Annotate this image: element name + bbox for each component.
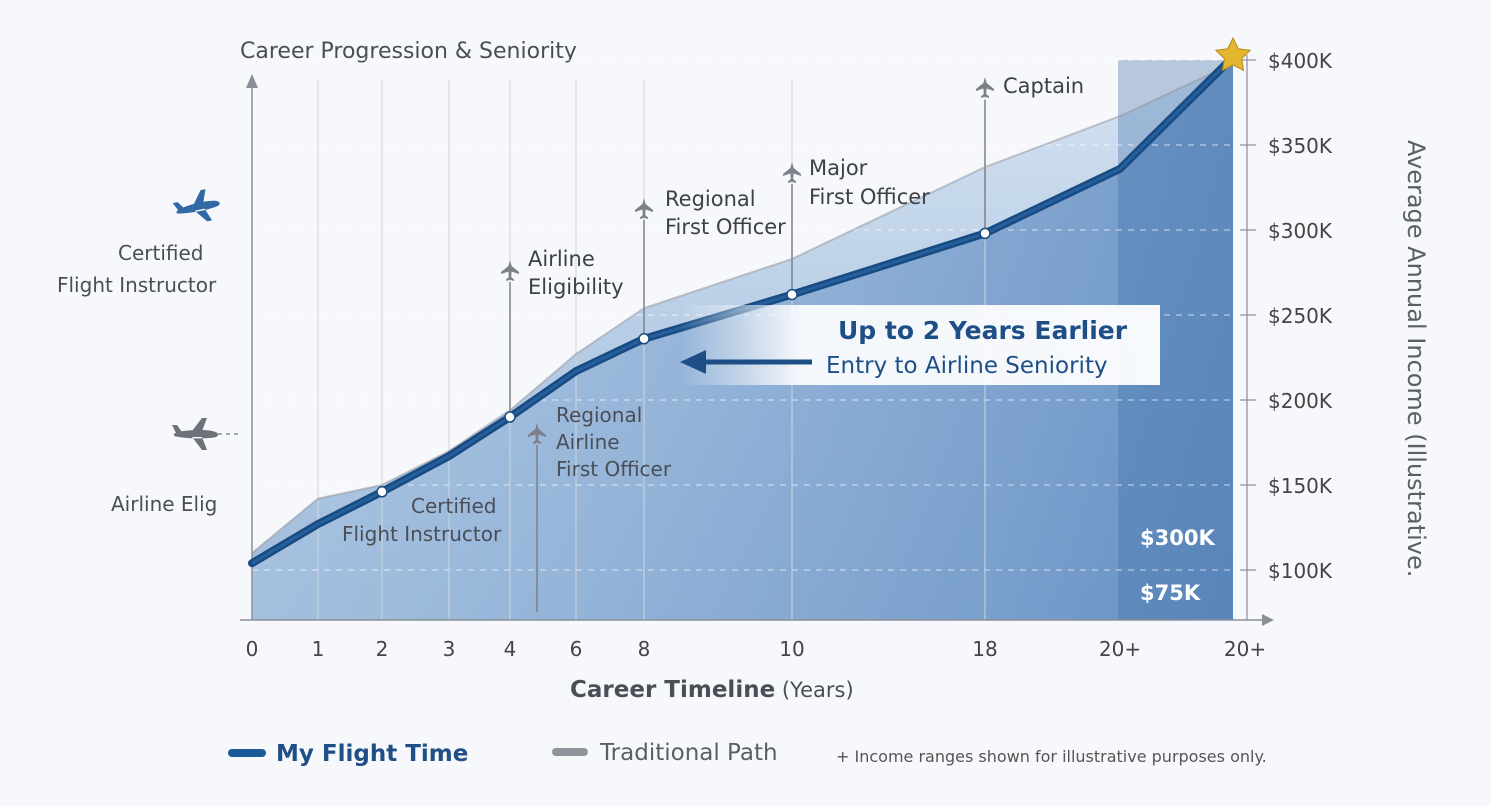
annotation-line-2: Entry to Airline Seniority [826, 353, 1108, 379]
band-label-75k: $75K [1140, 581, 1201, 605]
x-axis-arrow [1262, 614, 1274, 626]
traditional-path-line [251, 70, 1216, 554]
y-tick-label: $350K [1268, 134, 1333, 158]
milestone-label: Regional [556, 403, 642, 427]
milestone-label: First Officer [556, 457, 672, 481]
legend-label-traditional-path: Traditional Path [599, 740, 778, 766]
milestone-point [638, 333, 650, 345]
annotation-line-1: Up to 2 Years Earlier [838, 316, 1128, 345]
x-tick-label: 6 [570, 637, 583, 661]
plane-icon [635, 198, 653, 219]
milestone-label: Captain [1003, 74, 1084, 98]
milestone-label: Major [809, 156, 868, 180]
y-tick-label: $150K [1268, 474, 1333, 498]
milestone-label: Airline [528, 247, 595, 271]
legend: My Flight Time Traditional Path + Income… [228, 740, 1267, 767]
milestone-point [786, 288, 798, 301]
y-tick-label: $100K [1268, 559, 1333, 583]
milestone-label: Certified [411, 494, 497, 518]
earlier-entry-annotation: Up to 2 Years Earlier Entry to Airline S… [680, 305, 1160, 385]
milestone-label: Regional [665, 187, 756, 211]
milestone-regional-first-officer: Regional First Officer [635, 187, 786, 239]
legend-note: + Income ranges shown for illustrative p… [836, 747, 1267, 766]
milestone-point [979, 227, 991, 240]
plane-icon [976, 77, 994, 98]
y-tick-label: $400K [1268, 49, 1333, 73]
y-tick-label: $300K [1268, 219, 1333, 243]
plane-icon [501, 260, 519, 281]
milestone-label: Eligibility [528, 275, 624, 299]
milestone-point [504, 411, 516, 423]
y-tick-label: $250K [1268, 304, 1333, 328]
x-tick-label: 20+ [1099, 637, 1141, 661]
left-plane-gray-icon [172, 418, 219, 450]
milestone-captain: Captain [976, 74, 1084, 98]
x-tick-label: 0 [246, 637, 259, 661]
milestone-airline-eligibility: Airline Eligibility [501, 247, 624, 299]
x-tick-label: 3 [443, 637, 456, 661]
x-tick-label: 4 [504, 637, 517, 661]
x-axis-label: Career Timeline (Years) [570, 677, 854, 703]
x-tick-label: 1 [312, 637, 325, 661]
my-flight-time-line-highlight [251, 60, 1230, 565]
left-plane-blue-icon [171, 186, 223, 228]
series-lines [248, 58, 1232, 568]
annotation-arrow-head [680, 350, 706, 374]
series-points [376, 227, 991, 498]
left-label-airline-elig: Airline Elig [111, 492, 217, 516]
x-tick-label: 8 [638, 637, 651, 661]
left-label-cfi-line2: Flight Instructor [57, 273, 217, 297]
band-label-300k: $300K [1140, 526, 1215, 550]
milestone-major-first-officer: Major First Officer [783, 156, 930, 209]
x-tick-label: 10 [779, 637, 804, 661]
milestone-label: Airline [556, 430, 620, 454]
y-axis-label: Average Annual Income (Illustrative. [1402, 140, 1430, 577]
milestone-regional-airline-first-officer: Regional Airline First Officer [528, 403, 672, 481]
plane-icon [783, 162, 801, 183]
milestone-label: Flight Instructor [342, 522, 502, 546]
milestone-certified-flight-instructor: Certified Flight Instructor [342, 494, 502, 546]
left-label-cfi-line1: Certified [118, 241, 204, 265]
star-icon [1214, 36, 1252, 72]
x-tick-labels: 0 1 2 3 4 6 8 10 18 20+ 20+ [246, 637, 1266, 661]
x-tick-label: 2 [376, 637, 389, 661]
y-axis-arrow [246, 74, 258, 88]
annotation-backdrop [680, 305, 1160, 385]
y-tick-labels: $100K $150K $200K $250K $300K $350K $400K [1240, 49, 1333, 583]
milestone-label: First Officer [665, 215, 786, 239]
milestone-point [376, 486, 388, 498]
milestone-label: First Officer [809, 185, 930, 209]
x-tick-label: 18 [972, 637, 997, 661]
legend-label-my-flight-time: My Flight Time [276, 741, 468, 767]
y-tick-label: $200K [1268, 389, 1333, 413]
x-tick-label: 20+ [1224, 637, 1266, 661]
